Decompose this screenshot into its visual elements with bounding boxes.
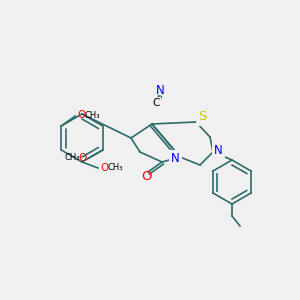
Text: O: O <box>100 163 108 173</box>
Text: O: O <box>141 170 151 184</box>
Text: O: O <box>77 110 86 120</box>
Text: CH₃: CH₃ <box>84 110 100 119</box>
Text: S: S <box>198 110 206 124</box>
Text: N: N <box>156 85 164 98</box>
Text: O: O <box>79 153 87 163</box>
Text: N: N <box>171 152 179 166</box>
Text: N: N <box>214 143 222 157</box>
Text: CH₃: CH₃ <box>107 164 122 172</box>
Text: C: C <box>152 98 160 108</box>
Text: CH₃: CH₃ <box>64 154 80 163</box>
